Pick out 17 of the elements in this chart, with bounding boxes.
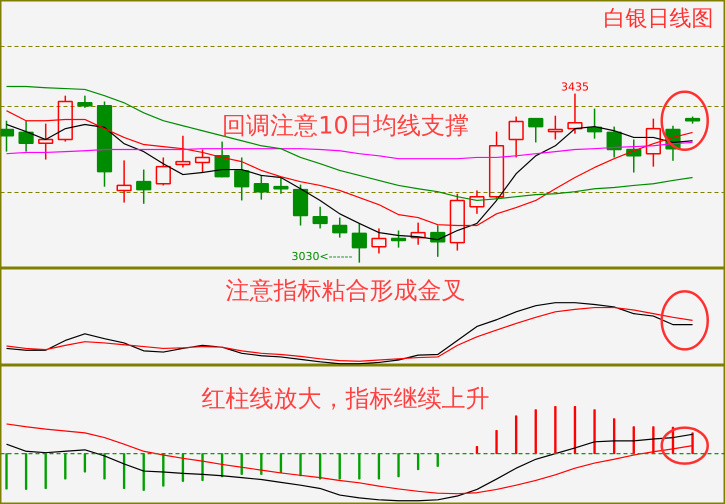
candlestick (646, 118, 661, 168)
candlestick (136, 168, 152, 205)
candlestick (38, 122, 54, 160)
candlestick (508, 116, 524, 158)
chart-title: 白银日线图 (604, 6, 714, 32)
annotation: 3030<------ (291, 250, 353, 263)
candlestick (312, 206, 328, 230)
annotation: 回调注意10日均线支撑 (222, 112, 469, 140)
annotation: 3435 (560, 80, 589, 94)
candlestick (18, 120, 34, 152)
annotation: 注意指标粘合形成金叉 (226, 276, 466, 304)
candlestick (273, 176, 289, 195)
candlestick (371, 228, 387, 254)
candlestick (352, 222, 367, 264)
candlestick (116, 160, 132, 204)
candlestick (234, 156, 250, 202)
annotation: 红柱线放大，指标继续上升 (202, 384, 490, 412)
